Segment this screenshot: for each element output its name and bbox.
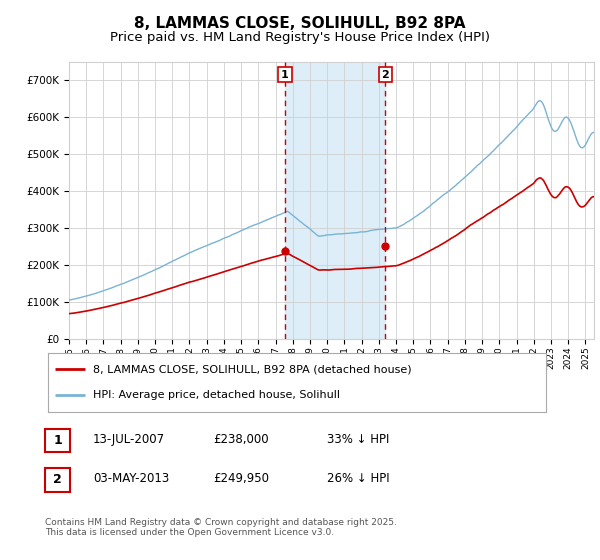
Text: 13-JUL-2007: 13-JUL-2007 (93, 433, 165, 446)
Text: 03-MAY-2013: 03-MAY-2013 (93, 472, 169, 486)
Text: Contains HM Land Registry data © Crown copyright and database right 2025.
This d: Contains HM Land Registry data © Crown c… (45, 518, 397, 538)
Text: HPI: Average price, detached house, Solihull: HPI: Average price, detached house, Soli… (93, 390, 340, 400)
Bar (285, 62, 385, 339)
Text: 2: 2 (382, 69, 389, 80)
Text: 33% ↓ HPI: 33% ↓ HPI (327, 433, 389, 446)
Text: 2: 2 (53, 473, 62, 487)
Text: 1: 1 (281, 69, 289, 80)
Text: £249,950: £249,950 (213, 472, 269, 486)
Text: 8, LAMMAS CLOSE, SOLIHULL, B92 8PA: 8, LAMMAS CLOSE, SOLIHULL, B92 8PA (134, 16, 466, 31)
Text: £238,000: £238,000 (213, 433, 269, 446)
Text: 1: 1 (53, 434, 62, 447)
Text: 8, LAMMAS CLOSE, SOLIHULL, B92 8PA (detached house): 8, LAMMAS CLOSE, SOLIHULL, B92 8PA (deta… (93, 364, 412, 374)
Text: Price paid vs. HM Land Registry's House Price Index (HPI): Price paid vs. HM Land Registry's House … (110, 31, 490, 44)
Text: 26% ↓ HPI: 26% ↓ HPI (327, 472, 389, 486)
